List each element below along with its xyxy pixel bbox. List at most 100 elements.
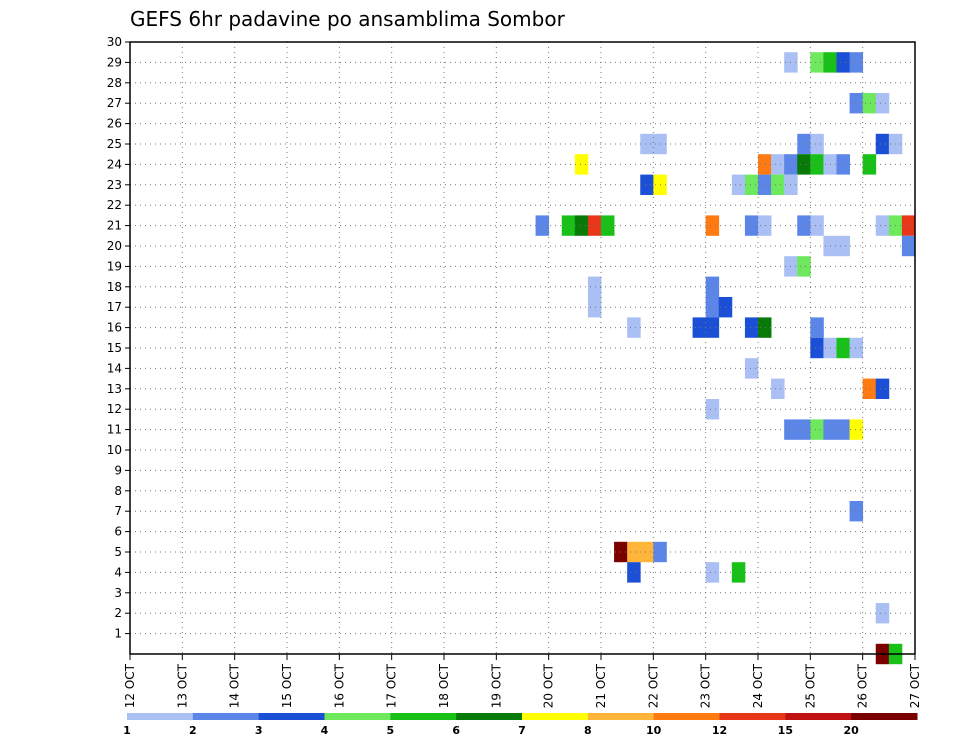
y-tick-label: 25 [107,137,122,151]
colorbar-label: 10 [646,724,662,737]
y-tick-label: 13 [107,382,122,396]
y-tick-label: 6 [114,525,122,539]
y-tick-label: 7 [114,504,122,518]
x-tick-label: 21 OCT [594,663,608,708]
heatmap-cell [705,399,720,420]
y-tick-label: 14 [107,361,122,375]
heatmap-cell [810,419,824,440]
y-tick-label: 22 [107,198,122,212]
heatmap-cell [836,337,850,359]
heatmap-cell [627,562,641,583]
chart-title: GEFS 6hr padavine po ansamblima Sombor [130,7,566,31]
colorbar-swatch [785,713,852,720]
heatmap-cell [574,154,589,175]
heatmap-cell [797,215,811,236]
colorbar-swatch [522,713,589,720]
heatmap-cells [535,52,916,665]
heatmap-cell [744,215,759,236]
y-tick-label: 28 [107,76,122,90]
heatmap-cell [758,154,772,175]
heatmap-cell [587,297,602,318]
colorbar-swatch [258,713,325,720]
colorbar-swatch [851,713,918,720]
y-tick-label: 24 [107,157,122,171]
x-tick-label: 15 OCT [280,663,294,708]
heatmap-cell [574,215,589,236]
colorbar-swatch [719,713,786,720]
heatmap-cell [731,174,746,195]
heatmap-cell [849,93,864,114]
y-tick-label: 19 [107,259,122,273]
heatmap-cell [836,52,850,73]
y-tick-label: 23 [107,178,122,192]
heatmap-cell [849,52,864,73]
y-tick-label: 1 [114,627,122,641]
heatmap-cell [705,215,720,236]
heatmap-cell [810,52,824,73]
colorbar-label: 5 [387,724,395,737]
heatmap-cell [849,419,864,440]
colorbar-swatch [587,713,655,720]
heatmap-cell [771,378,785,399]
y-tick-label: 16 [107,321,122,335]
heatmap-cell [731,562,746,583]
heatmap-cell [862,154,877,175]
heatmap-cell [797,256,811,277]
heatmap-cell [810,215,824,236]
heatmap-cell [875,133,890,155]
heatmap-cell [862,93,877,114]
x-tick-label: 13 OCT [175,663,189,708]
colorbar-swatch [653,713,720,720]
colorbar-swatch [456,713,523,720]
heatmap-cell [744,317,759,338]
y-tick-label: 17 [107,300,122,314]
x-tick-label: 16 OCT [332,663,346,708]
x-tick-label: 14 OCT [228,663,242,708]
heatmap-cell [901,215,916,236]
colorbar-label: 1 [123,724,131,737]
y-tick-label: 10 [107,443,122,457]
y-tick-label: 26 [107,117,122,131]
heatmap-cell [836,419,850,440]
grid-lines [130,41,915,654]
heatmap-cell [901,235,916,257]
colorbar-label: 8 [584,724,592,737]
y-tick-label: 9 [114,463,122,477]
heatmap-cell [705,562,720,583]
colorbar-label: 4 [321,724,329,737]
y-tick-label: 27 [107,96,122,110]
y-axis-ticks: 1234567891011121314151617181920212223242… [107,35,130,641]
colorbar-label: 12 [712,724,727,737]
x-tick-label: 24 OCT [751,663,765,708]
heatmap-cell [849,501,864,522]
y-tick-label: 8 [114,484,122,498]
colorbar-label: 3 [255,724,263,737]
heatmap-cell [797,419,811,440]
x-tick-label: 22 OCT [646,663,660,708]
heatmap-cell [758,215,772,236]
heatmap-cell [535,215,550,236]
heatmap-cell [875,378,890,399]
heatmap-cell [810,133,824,155]
heatmap-cell [561,215,576,236]
y-tick-label: 11 [107,423,122,437]
colorbar-label: 6 [452,724,460,737]
heatmap-cell [875,603,890,624]
heatmap-cell [797,133,811,155]
heatmap-cell [836,235,850,257]
x-tick-label: 25 OCT [803,663,817,708]
heatmap-cell [797,154,811,175]
x-tick-label: 20 OCT [542,663,556,708]
heatmap-cell [862,378,877,399]
x-axis-ticks: 12 OCT 13 OCT 14 OCT 15 OCT 16 OCT 17 OCT 18 O… [123,654,922,708]
heatmap-cell [810,154,824,175]
x-tick-label: 19 OCT [489,663,503,708]
x-tick-label: 27 OCT [908,663,922,708]
y-tick-label: 4 [114,565,122,579]
heatmap-cell [627,317,641,338]
colorbar-label: 2 [189,724,197,737]
colorbar: 1 2 3 4 5 6 7 8 10 12 15 20 [123,713,918,737]
heatmap-cell [771,154,785,175]
y-tick-label: 20 [107,239,122,253]
